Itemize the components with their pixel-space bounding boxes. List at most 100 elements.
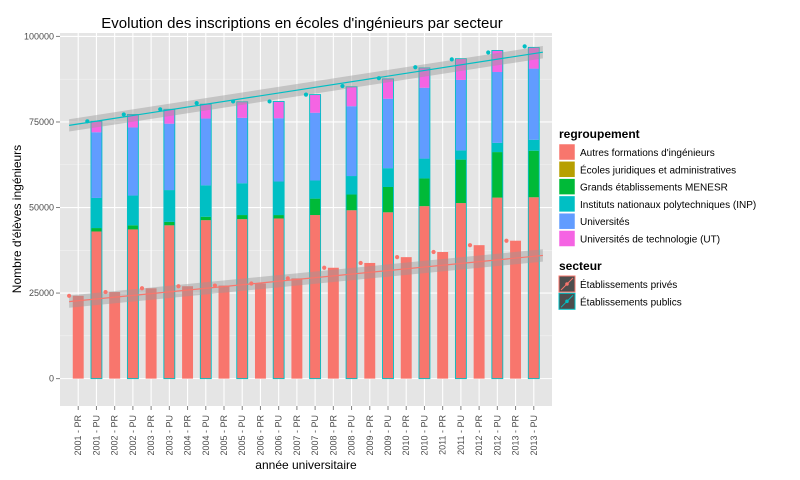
x-tick-label: 2011 - PR: [438, 415, 448, 455]
bar-segment: [72, 295, 84, 379]
bar-outline: [272, 100, 285, 380]
bar-segment: [346, 210, 358, 379]
x-tick-label: 2009 - PU: [383, 415, 393, 456]
data-point: [194, 101, 199, 106]
bar-segment: [382, 98, 394, 169]
bar-segment: [236, 219, 248, 379]
bar-segment: [382, 78, 394, 99]
bar-segment: [236, 117, 248, 184]
bar-segment: [455, 150, 467, 160]
regression-line: [69, 254, 543, 303]
bar-segment: [346, 106, 358, 177]
bar-segment: [437, 252, 449, 379]
bar-segment: [182, 286, 194, 379]
bar-segment: [418, 87, 430, 159]
bar-segment: [236, 183, 248, 216]
legend-key-swatch: [558, 195, 576, 213]
bar-segment: [291, 278, 303, 379]
bar-segment: [528, 47, 540, 69]
legend-label: Universités de technologie (UT): [580, 235, 720, 246]
bar-segment: [309, 180, 321, 199]
data-point: [322, 265, 327, 270]
legend-label: Grands établissements MENESR: [580, 183, 728, 194]
data-point: [285, 276, 290, 281]
bar-segment: [90, 231, 102, 379]
data-point: [158, 107, 163, 112]
bar-outline: [126, 113, 139, 380]
x-tick-label: 2013 - PU: [529, 415, 539, 456]
x-tick-label: 2010 - PU: [419, 415, 429, 456]
data-point: [413, 65, 418, 70]
data-point: [231, 99, 236, 104]
x-tick-label: 2003 - PR: [146, 415, 156, 456]
legend-label: Universités: [580, 217, 629, 228]
data-point: [67, 293, 72, 298]
legend-label: Instituts nationaux polytechniques (INP): [580, 200, 756, 211]
bar-segment: [491, 50, 503, 73]
x-tick-label: 2008 - PU: [347, 415, 357, 456]
bar-outline: [454, 58, 467, 380]
bar-segment: [528, 150, 540, 198]
data-point: [376, 76, 381, 81]
x-tick-label: 2005 - PR: [219, 415, 229, 456]
x-axis: 2001 - PR 2001 - PU 2002 - PR 2002 - PU 2003…: [73, 406, 539, 456]
bar-segment: [309, 112, 321, 181]
x-tick-label: 2012 - PR: [474, 415, 484, 456]
bar-segment: [309, 215, 321, 379]
bar-outline: [345, 86, 358, 380]
bar-segment: [491, 72, 503, 143]
bar-segment: [455, 79, 467, 151]
bar-segment: [127, 127, 139, 196]
bar-segment: [528, 139, 540, 151]
regression-line: [69, 51, 543, 126]
bar-segment: [455, 159, 467, 204]
fill-legend-title: regroupement: [559, 127, 640, 141]
data-point: [85, 119, 90, 124]
bar-segment: [200, 220, 212, 379]
x-tick-label: 2008 - PR: [328, 415, 338, 456]
bar-segment: [127, 195, 139, 226]
bar-segment: [200, 185, 212, 217]
bar-outline: [236, 101, 249, 380]
bar-segment: [346, 86, 358, 107]
data-point: [121, 112, 126, 117]
x-tick-label: 2001 - PR: [73, 415, 83, 456]
bar-segment: [473, 245, 485, 379]
bar-segment: [418, 206, 430, 379]
points-layer: [67, 44, 527, 298]
legend-key-point: [565, 282, 569, 286]
bar-segment: [163, 190, 175, 222]
bar-segment: [491, 197, 503, 379]
bar-outline: [491, 50, 504, 380]
bar-segment: [90, 197, 102, 229]
y-axis-title: Nombre d'élèves ingénieurs: [10, 145, 24, 293]
x-tick-label: 2003 - PU: [164, 415, 174, 456]
bar-segment: [528, 197, 540, 379]
y-tick-label: 50000: [29, 203, 54, 213]
bar-segment: [163, 225, 175, 379]
bar-segment: [273, 181, 285, 216]
x-tick-label: 2002 - PR: [110, 415, 120, 456]
bar-segment: [254, 283, 266, 379]
data-point: [267, 99, 272, 104]
data-point: [467, 243, 473, 248]
bar-segment: [273, 118, 285, 182]
legend: regroupement Autres formations d'ingénieu…: [558, 127, 756, 310]
bar-segment: [109, 292, 121, 379]
bar-segment: [418, 67, 430, 88]
bar-segment: [163, 221, 175, 226]
legend-key-swatch: [558, 230, 576, 247]
bar-segment: [382, 186, 394, 213]
legend-label: Écoles juridiques et administratives: [580, 163, 736, 176]
y-tick-label: 100000: [24, 31, 54, 41]
data-point: [303, 92, 309, 97]
bar-segment: [236, 215, 248, 220]
bar-segment: [273, 215, 285, 219]
data-point: [486, 50, 491, 55]
data-point: [522, 44, 527, 49]
bar-segment: [510, 240, 522, 379]
x-tick-label: 2011 - PU: [456, 415, 466, 455]
x-axis-title: année universitaire: [255, 458, 357, 472]
x-tick-label: 2005 - PU: [237, 415, 247, 456]
